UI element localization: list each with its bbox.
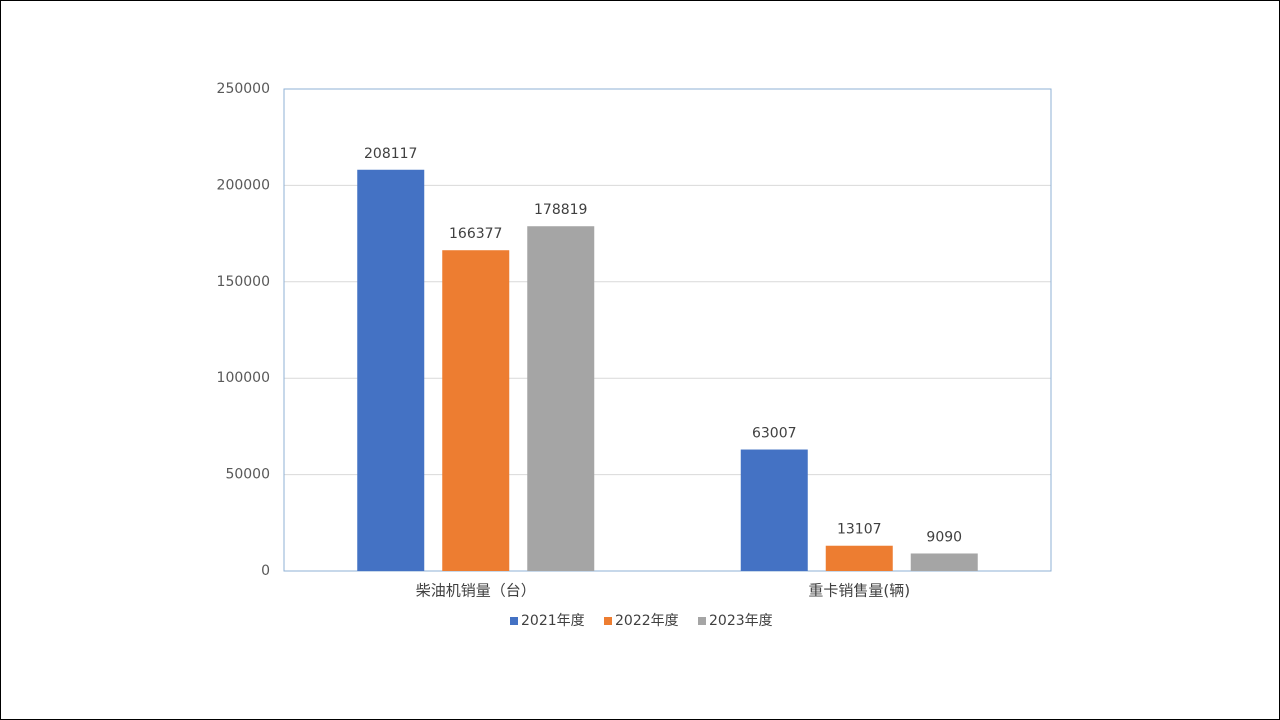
data-label: 13107 [837,522,882,538]
legend-swatch [698,617,706,625]
y-tick-label: 200000 [217,177,270,193]
y-tick-label: 100000 [217,370,270,386]
bar [740,449,808,571]
y-tick-label: 150000 [217,274,270,290]
bar [442,250,510,571]
y-tick-label: 0 [261,563,270,579]
legend-swatch [510,617,518,625]
bar [825,545,893,571]
legend-swatch [604,617,612,625]
x-tick-label: 柴油机销量（台） [416,582,536,600]
data-label: 178819 [534,202,587,218]
legend-label: 2022年度 [615,613,679,629]
bar [357,169,425,571]
y-tick-label: 250000 [217,81,270,97]
bar [910,553,978,571]
x-tick-label: 重卡销售量(辆) [808,582,910,600]
plot-border [283,88,1052,572]
data-label: 208117 [364,146,417,162]
y-tick-label: 50000 [225,467,270,483]
legend-label: 2023年度 [709,613,773,629]
data-label: 166377 [449,226,502,242]
legend-label: 2021年度 [521,613,585,629]
bar [527,226,595,571]
data-label: 9090 [926,529,962,545]
data-label: 63007 [752,426,797,442]
